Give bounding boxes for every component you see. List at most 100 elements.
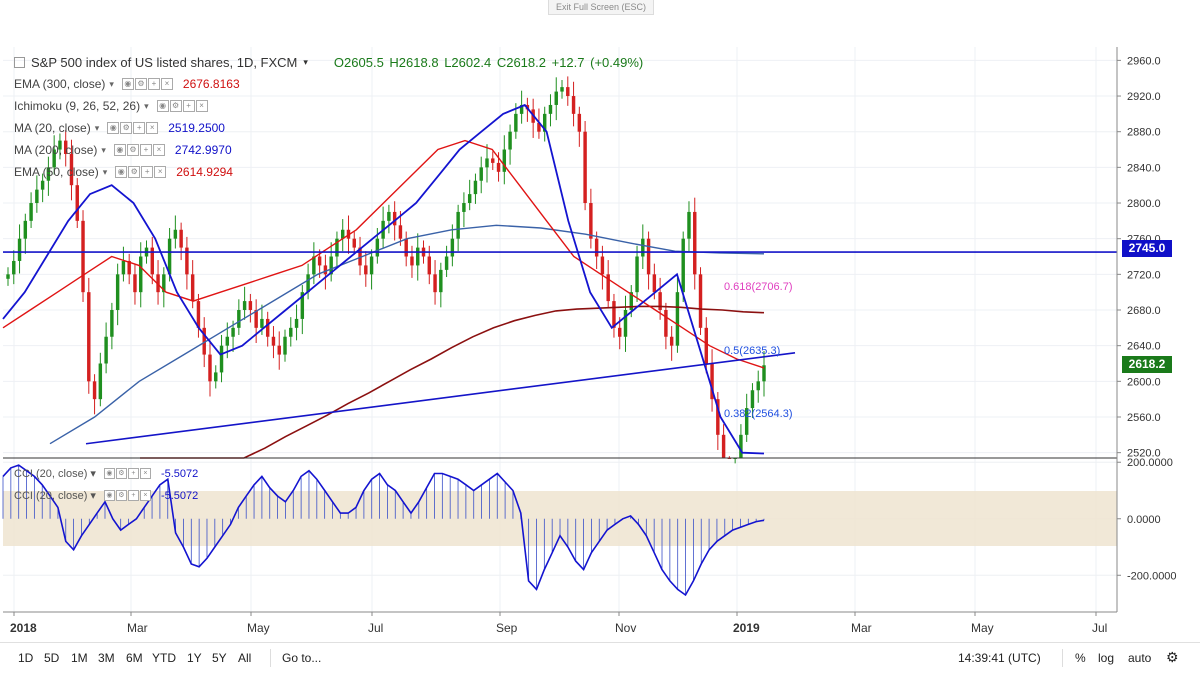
osc-legend-row[interactable]: CCI (20, close) ▾ ◉ ⚙ + × -5.5072	[14, 467, 198, 481]
indicator-legend-row[interactable]: EMA (300, close) ▾ ◉ ⚙ + × 2676.8163	[14, 77, 240, 91]
ohlc-values: O2605.5 H2618.8 L2602.4 C2618.2 +12.7 (+…	[334, 55, 643, 70]
candle-body	[560, 87, 564, 92]
percent-toggle[interactable]: %	[1075, 651, 1086, 665]
indicator-control-icon[interactable]: ⚙	[128, 166, 141, 178]
chart-canvas[interactable]: 2520.02560.02600.02640.02680.02720.02760…	[0, 0, 1200, 642]
indicator-legend-row[interactable]: MA (200, close) ▾ ◉ ⚙ + × 2742.9970	[14, 143, 232, 157]
candle-body	[444, 256, 449, 270]
fib-labels: 0.618(2706.7) 0.5(2635.3) 0.382(2564.3)	[724, 281, 793, 420]
indicator-control-icon[interactable]: +	[139, 144, 152, 156]
price-tick-label: 2880.0	[1127, 127, 1161, 139]
timeframe-button[interactable]: 6M	[126, 651, 143, 665]
candle-body	[594, 238, 599, 257]
candle-body	[202, 327, 206, 355]
indicator-control-icon[interactable]: +	[133, 122, 146, 134]
indicator-legend-row[interactable]: MA (20, close) ▾ ◉ ⚙ + × 2519.2500	[14, 121, 225, 135]
timeframe-button[interactable]: All	[238, 651, 252, 665]
indicator-caret-icon[interactable]: ▾	[94, 122, 100, 133]
indicator-caret-icon[interactable]: ▾	[101, 144, 106, 155]
indicator-control-icon[interactable]: +	[141, 166, 154, 178]
candle-body	[58, 140, 62, 150]
osc-controls[interactable]: ◉ ⚙ + ×	[103, 468, 151, 479]
indicator-controls[interactable]: ◉ ⚙ + ×	[107, 122, 159, 134]
indicator-control-icon[interactable]: ⚙	[169, 100, 182, 112]
timeframe-button[interactable]: 1Y	[187, 651, 202, 665]
candle-body	[375, 238, 380, 257]
indicator-control-icon[interactable]: ◉	[113, 144, 126, 156]
indicator-control-icon[interactable]: ×	[154, 166, 167, 178]
osc-controls[interactable]: ◉ ⚙ + ×	[103, 490, 151, 501]
candle-body	[208, 354, 212, 382]
timeframe-button[interactable]: 5Y	[212, 651, 227, 665]
price-tick-label: 2960.0	[1127, 55, 1161, 67]
indicator-control-icon[interactable]: ⚙	[126, 144, 139, 156]
osc-control-icon[interactable]: ×	[139, 490, 151, 501]
osc-control-icon[interactable]: ◉	[103, 490, 115, 501]
candle-body	[693, 211, 697, 275]
indicator-control-icon[interactable]: ◉	[121, 78, 134, 90]
cci-tick-label: 0.0000	[1127, 514, 1161, 526]
title-caret-icon[interactable]: ▾	[303, 57, 308, 67]
timeframe-button[interactable]: 1M	[71, 651, 88, 665]
indicator-control-icon[interactable]: ◉	[107, 122, 120, 134]
candle-body	[479, 167, 483, 181]
indicator-legend-row[interactable]: Ichimoku (9, 26, 52, 26) ▾ ◉ ⚙ + ×	[14, 99, 218, 113]
osc-control-icon[interactable]: ⚙	[115, 490, 127, 501]
candle-body	[577, 113, 582, 132]
collapse-icon[interactable]	[14, 57, 25, 68]
indicator-caret-icon[interactable]: ▾	[144, 100, 149, 111]
indicator-controls[interactable]: ◉ ⚙ + ×	[121, 78, 173, 90]
candle-body	[214, 372, 218, 382]
candle-body	[323, 265, 328, 275]
last-price-label: 2618.2	[1122, 356, 1172, 373]
indicator-controls[interactable]: ◉ ⚙ + ×	[115, 166, 167, 178]
osc-control-icon[interactable]: ⚙	[115, 468, 127, 479]
price-tick-label: 2640.0	[1127, 341, 1161, 353]
log-toggle[interactable]: log	[1098, 651, 1115, 665]
indicator-legend-row[interactable]: EMA (50, close) ▾ ◉ ⚙ + × 2614.9294	[14, 165, 233, 179]
timeframe-button[interactable]: YTD	[152, 651, 176, 665]
candle-body	[502, 149, 507, 172]
time-tick-label: Mar	[851, 621, 872, 635]
osc-control-icon[interactable]: +	[127, 468, 139, 479]
candle-body	[669, 336, 674, 346]
timeframe-button[interactable]: 3M	[98, 651, 115, 665]
cci-line	[2, 464, 765, 597]
indicator-controls[interactable]: ◉ ⚙ + ×	[156, 100, 208, 112]
candle-body	[121, 260, 126, 275]
timeframe-button[interactable]: 5D	[44, 651, 60, 665]
candle-body	[98, 363, 103, 400]
candle-body	[35, 189, 39, 204]
indicator-caret-icon[interactable]: ▾	[102, 166, 108, 177]
goto-button[interactable]: Go to...	[282, 651, 322, 665]
indicator-control-icon[interactable]: ⚙	[134, 78, 147, 90]
exit-fullscreen-button[interactable]: Exit Full Screen (ESC)	[548, 0, 654, 15]
osc-control-icon[interactable]: ◉	[103, 468, 115, 479]
indicator-control-icon[interactable]: ×	[195, 100, 208, 112]
candle-body	[40, 180, 45, 190]
indicator-caret-icon[interactable]: ▾	[109, 78, 114, 89]
indicator-control-icon[interactable]: +	[147, 78, 160, 90]
osc-legend-row[interactable]: CCI (20, close) ▾ ◉ ⚙ + × -5.5072	[14, 489, 198, 503]
ohlc-open: O2605.5	[333, 55, 384, 70]
chart-title-row: S&P 500 index of US listed shares, 1D, F…	[14, 55, 643, 70]
osc-control-icon[interactable]: +	[127, 490, 139, 501]
time-tick-label: May	[971, 621, 994, 635]
indicator-control-icon[interactable]: ×	[146, 122, 159, 134]
indicator-control-icon[interactable]: ⚙	[120, 122, 133, 134]
settings-gear-icon[interactable]: ⚙	[1166, 649, 1179, 665]
timeframe-button[interactable]: 1D	[18, 651, 34, 665]
indicator-control-icon[interactable]: ×	[152, 144, 165, 156]
candle-body	[237, 310, 241, 328]
candle-body	[583, 131, 587, 204]
indicator-controls[interactable]: ◉ ⚙ + ×	[113, 144, 165, 156]
indicator-control-icon[interactable]: ◉	[156, 100, 169, 112]
indicator-control-icon[interactable]: ◉	[115, 166, 128, 178]
candle-body	[537, 122, 541, 132]
indicator-control-icon[interactable]: ×	[160, 78, 173, 90]
osc-control-icon[interactable]: ×	[139, 468, 151, 479]
candle-body	[392, 211, 397, 226]
indicator-name: Ichimoku (9, 26, 52, 26)	[14, 99, 141, 113]
indicator-control-icon[interactable]: +	[182, 100, 195, 112]
auto-toggle[interactable]: auto	[1128, 651, 1152, 665]
